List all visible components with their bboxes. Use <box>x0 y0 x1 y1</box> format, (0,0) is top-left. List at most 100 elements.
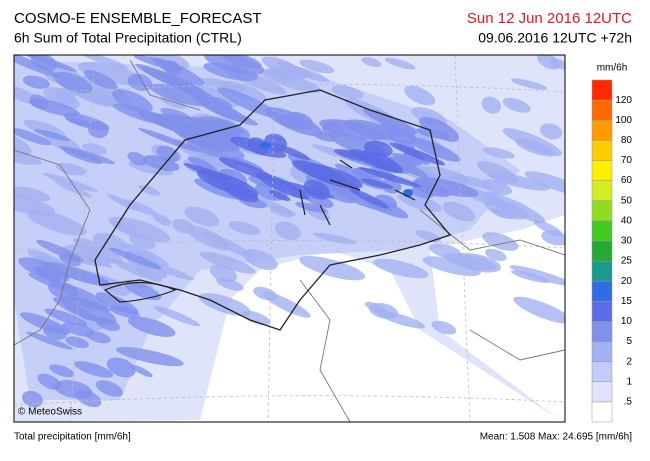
colorbar-box <box>591 79 613 101</box>
precip-cell <box>414 177 479 198</box>
precip-cell <box>22 390 43 408</box>
colorbar-label: 20 <box>621 276 633 287</box>
precip-cell <box>36 239 84 263</box>
border <box>469 329 565 361</box>
swiss-border <box>94 89 452 331</box>
subtitle: 6h Sum of Total Precipitation (CTRL) <box>14 30 242 46</box>
precip-cell <box>149 83 211 107</box>
precip-cell <box>54 180 93 198</box>
precip-cell <box>26 331 73 350</box>
precip-cell <box>259 142 271 148</box>
colorbar-label: 50 <box>621 195 633 206</box>
precip-cell <box>183 163 232 182</box>
precip-cell <box>154 306 201 327</box>
precip-cell <box>533 219 563 237</box>
precip-cell <box>482 232 519 251</box>
precip-cell <box>537 55 561 70</box>
precip-cell <box>28 272 70 291</box>
colorbar-label: 2 <box>626 356 632 367</box>
footer-left: Total precipitation [mm/6h] <box>14 432 131 443</box>
colorbar-label: 40 <box>621 215 633 226</box>
precip-cell <box>373 258 429 279</box>
precip-cell <box>404 85 436 106</box>
precip-cell <box>152 213 172 226</box>
colorbar-label: 5 <box>626 336 632 347</box>
precip-cell <box>138 128 200 153</box>
colorbar-box <box>591 361 613 383</box>
precip-cell <box>319 119 387 141</box>
precip-cell <box>291 160 347 184</box>
precip-cell <box>409 137 461 162</box>
precip-cell <box>255 172 310 200</box>
colorbar-box <box>591 119 613 141</box>
colorbar-box <box>591 160 613 181</box>
precip-cell <box>524 171 565 196</box>
precip-cell <box>55 163 87 176</box>
colorbar-box <box>591 341 613 362</box>
precip-cell <box>95 317 121 332</box>
precip-cell <box>442 201 476 222</box>
precip-cell <box>44 308 88 326</box>
precip-cell <box>185 225 230 251</box>
precip-cell <box>364 140 393 158</box>
precip-cell <box>217 87 279 119</box>
precip-cell <box>22 75 50 89</box>
precip-cell <box>71 298 111 312</box>
colorbar-box <box>591 321 613 342</box>
graticule-line <box>14 83 565 96</box>
precip-cell <box>358 167 422 188</box>
precip-cell <box>27 210 87 236</box>
precip-cell <box>65 117 93 127</box>
precip-cell <box>161 60 182 75</box>
colorbar-box <box>591 220 613 242</box>
graticule-line <box>69 55 96 422</box>
precip-cell <box>65 336 89 348</box>
precip-cell <box>331 85 364 99</box>
precip-cell <box>349 188 389 209</box>
map-frame <box>13 54 566 423</box>
precip-cell <box>53 71 93 94</box>
precip-cell <box>79 55 129 69</box>
precip-cell <box>83 69 118 90</box>
precip-cell <box>299 59 335 74</box>
precip-cell <box>484 248 507 262</box>
precip-cell <box>75 389 102 408</box>
precip-cell <box>219 80 267 102</box>
footer-stats: Mean: 1.508 Max: 24.695 [mm/6h] <box>480 432 633 443</box>
precip-cell <box>62 322 95 337</box>
colorbar-label: 10 <box>621 316 633 327</box>
precip-cell <box>488 172 550 191</box>
precip-cell <box>14 55 58 77</box>
precip-cell <box>443 252 497 271</box>
precip-cell <box>116 346 184 367</box>
precip-cell <box>209 264 237 283</box>
precip-cell <box>419 116 460 142</box>
precip-cell <box>299 256 366 281</box>
precip-cell <box>106 357 136 378</box>
precip-cell <box>34 129 71 142</box>
precip-cell <box>243 248 278 271</box>
precip-cell <box>184 206 220 227</box>
precip-cell <box>74 361 114 378</box>
precip-cell <box>483 147 515 159</box>
precip-cell <box>187 156 219 173</box>
precip-cell <box>333 149 376 162</box>
precip-cell <box>384 57 416 70</box>
precip-cell <box>387 128 416 145</box>
precip-cell <box>431 320 457 335</box>
precip-cell <box>121 243 169 267</box>
precip-cell <box>422 256 481 276</box>
precip-cell <box>481 96 502 114</box>
precip-cell <box>141 66 206 95</box>
precip-cell <box>92 232 127 252</box>
precip-cell <box>513 296 565 324</box>
precip-cell <box>481 179 512 196</box>
precip-cell <box>228 221 261 235</box>
precipitation-field <box>14 55 565 422</box>
colorbar-label: 15 <box>621 296 633 307</box>
legend-unit: mm/6h <box>597 63 628 74</box>
precip-cell <box>360 178 394 189</box>
precip-cell <box>389 142 446 166</box>
precip-cell <box>539 123 563 140</box>
